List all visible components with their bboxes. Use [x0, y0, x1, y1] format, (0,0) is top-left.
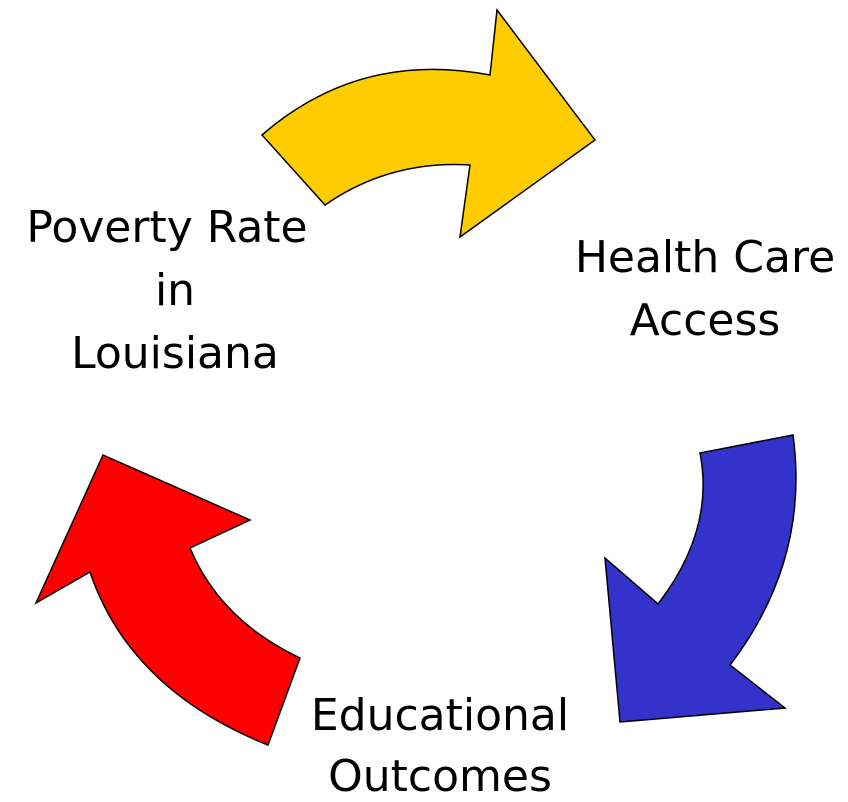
node-label: Outcomes	[328, 751, 552, 802]
arrow-red	[34, 454, 301, 746]
node-label: Educational	[311, 690, 569, 741]
node-label: Poverty Rate	[26, 202, 307, 253]
arrow-yellow	[260, 8, 597, 239]
arrow-blue	[604, 434, 797, 723]
node-label: Louisiana	[71, 328, 279, 379]
node-label: Access	[630, 295, 781, 346]
node-label: in	[155, 265, 195, 316]
node-label: Health Care	[575, 232, 835, 283]
